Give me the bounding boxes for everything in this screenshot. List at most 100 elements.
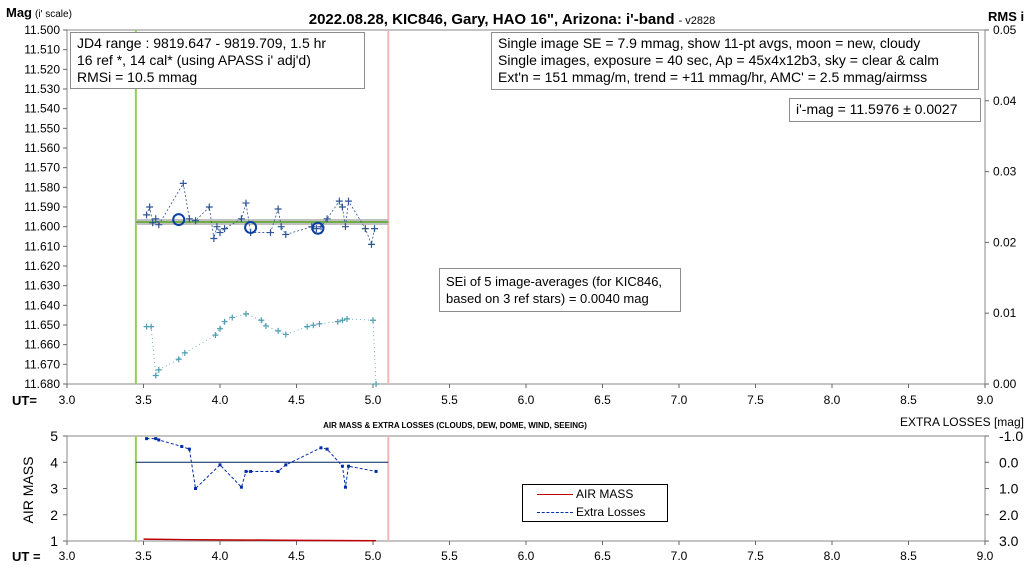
extra-losses-point (374, 469, 378, 473)
y-tick-label: 11.530 (24, 82, 60, 96)
x-tick-label: 9.0 (977, 393, 994, 407)
extra-losses-point (154, 437, 158, 441)
legend-item-air-mass: AIR MASS (523, 486, 667, 502)
y-tick-label: 11.510 (24, 43, 60, 57)
y-tick-label: 11.520 (24, 62, 60, 76)
rms-line: RMSi = 10.5 mmag (77, 69, 198, 85)
airmass-tick-label: 1 (50, 533, 58, 549)
bottom-chart-title: AIR MASS & EXTRA LOSSES (CLOUDS, DEW, DO… (323, 421, 587, 430)
single-image-point (341, 223, 349, 231)
rms-point (262, 322, 269, 329)
x-tick-label: 7.5 (747, 549, 764, 563)
single-image-point (221, 225, 229, 233)
single-image-point (335, 197, 343, 205)
rms-point (334, 318, 341, 325)
x-tick-label: 5.5 (441, 393, 458, 407)
legend-label-extra-losses: Extra Losses (576, 505, 646, 519)
x-tick-label: 6.5 (594, 549, 611, 563)
sei-line-1: SEi of 5 image-averages (for KIC846, (446, 274, 663, 289)
rms-point (343, 315, 350, 322)
rms-point (243, 310, 250, 317)
single-image-point (143, 211, 151, 219)
x-tick-label: 4.0 (212, 549, 229, 563)
single-image-point (149, 219, 157, 227)
y-tick-label: 11.500 (24, 23, 60, 37)
observation-info-box: Single image SE = 7.9 mmag, show 11-pt a… (491, 32, 979, 90)
single-image-point (338, 203, 346, 211)
y-tick-label: 11.540 (24, 102, 60, 116)
extra-losses-point (325, 447, 329, 451)
x-tick-label: 4.5 (288, 393, 305, 407)
extra-losses-point (340, 464, 344, 468)
losses-tick-label: 0.0 (999, 454, 1019, 470)
air-mass-line (143, 538, 377, 542)
extra-losses-point (180, 445, 184, 448)
info-line-extinction: Ext'n = 151 mmag/m, trend = +11 mmag/hr,… (498, 69, 928, 85)
extra-losses-point (157, 438, 161, 442)
extra-losses-point (244, 469, 248, 473)
rms-point (370, 317, 376, 324)
bottom-y2-axis-label: EXTRA LOSSES [mag] (900, 415, 1024, 429)
sei-box: SEi of 5 image-averages (for KIC846, bas… (439, 268, 681, 312)
x-tick-label: 7.0 (671, 393, 688, 407)
sei-line-2: based on 3 ref stars) = 0.0040 mag (446, 291, 649, 306)
single-image-point (216, 229, 224, 237)
extra-losses-point (218, 463, 222, 467)
y2-tick-label: 0.04 (993, 94, 1017, 108)
top-x-axis-label: UT= (12, 393, 37, 408)
y2-tick-label: 0.00 (993, 377, 1017, 391)
x-tick-label: 3.0 (59, 549, 76, 563)
extra-losses-line (146, 438, 377, 490)
x-tick-label: 6.0 (518, 393, 535, 407)
i-mag-box: i'-mag = 11.5976 ± 0.0027 (789, 98, 981, 122)
rms-point (155, 366, 162, 373)
extra-losses-point (239, 485, 243, 489)
extra-losses-point (284, 463, 288, 467)
bottom-y-axis-label: AIR MASS (20, 457, 36, 524)
single-image-point (237, 215, 245, 223)
rms-point (229, 314, 236, 321)
rms-point (304, 323, 311, 330)
x-tick-label: 7.5 (747, 393, 764, 407)
single-image-point (185, 215, 193, 223)
x-tick-label: 9.0 (977, 549, 994, 563)
single-image-point (179, 179, 187, 187)
single-image-point (213, 223, 221, 231)
single-image-point (371, 225, 379, 233)
losses-tick-label: -1.0 (999, 428, 1023, 444)
i-mag-value: i'-mag = 11.5976 ± 0.0027 (796, 101, 958, 117)
y-tick-label: 11.680 (24, 377, 60, 391)
single-image-point (345, 197, 353, 205)
single-image-point (152, 215, 160, 223)
rms-point (148, 323, 155, 330)
x-tick-label: 8.0 (824, 549, 841, 563)
airmass-tick-label: 2 (50, 507, 58, 523)
y-tick-label: 11.590 (24, 200, 60, 214)
extra-losses-point (249, 469, 253, 473)
x-tick-label: 6.0 (518, 549, 535, 563)
x-tick-label: 5.5 (441, 549, 458, 563)
x-tick-label: 7.0 (671, 549, 688, 563)
losses-tick-label: 1.0 (999, 481, 1019, 497)
single-image-point (367, 240, 375, 248)
average-point (244, 220, 258, 234)
y2-tick-label: 0.01 (993, 306, 1017, 320)
y-tick-label: 11.570 (24, 161, 60, 175)
y-tick-label: 11.600 (24, 220, 60, 234)
extra-losses-point (347, 464, 351, 468)
x-tick-label: 3.5 (135, 549, 152, 563)
legend-swatch-extra-losses (537, 512, 573, 513)
average-point (311, 221, 325, 235)
rms-point (221, 318, 228, 325)
rms-point (316, 320, 323, 327)
jd-range-box: JD4 range : 9819.647 - 9819.709, 1.5 hr … (70, 32, 365, 89)
x-tick-label: 4.0 (212, 393, 229, 407)
single-image-point (274, 205, 282, 213)
info-line-exposure: Single images, exposure = 40 sec, Ap = 4… (498, 52, 939, 68)
y-tick-label: 11.610 (24, 239, 60, 253)
legend-swatch-air-mass (537, 494, 573, 495)
extra-losses-point (194, 487, 198, 490)
single-image-point (323, 215, 331, 223)
top-y2-axis-label: RMS i (988, 9, 1024, 24)
extra-losses-point (276, 469, 280, 473)
